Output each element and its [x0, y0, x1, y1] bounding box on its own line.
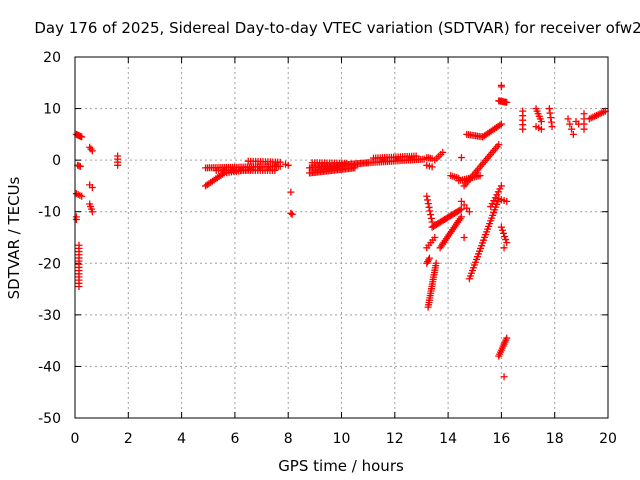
data-point [276, 158, 284, 166]
data-point [537, 125, 545, 133]
data-point [456, 206, 464, 214]
data-point [88, 147, 96, 155]
x-axis-label: GPS time / hours [278, 457, 404, 475]
x-tick-label: 12 [386, 431, 404, 447]
data-point [78, 133, 86, 141]
data-point [476, 172, 484, 180]
data-point [88, 183, 96, 191]
data-point [427, 214, 435, 222]
data-point [457, 205, 465, 213]
data-point [495, 141, 503, 149]
x-tick-label: 16 [492, 431, 510, 447]
data-point [75, 282, 83, 290]
data-point [425, 203, 433, 211]
plot-frame [74, 56, 609, 419]
x-tick-labels: 0 2 4 6 8 10 12 14 16 18 20 [71, 431, 617, 447]
y-tick-label: -20 [38, 256, 61, 272]
y-tick-label: -40 [38, 359, 61, 375]
data-point [351, 164, 359, 172]
x-tick-label: 20 [599, 431, 617, 447]
data-point [424, 200, 432, 208]
data-point [425, 256, 433, 264]
data-point [497, 83, 505, 91]
x-tick-label: 2 [124, 431, 133, 447]
data-point [114, 161, 122, 169]
x-tick-label: 10 [333, 431, 351, 447]
data-point [503, 197, 511, 205]
data-point [72, 215, 80, 223]
x-tick-label: 4 [177, 431, 186, 447]
data-point [501, 232, 509, 240]
data-point [497, 223, 505, 231]
data-point [457, 213, 465, 221]
data-point [569, 130, 577, 138]
data-point [500, 373, 508, 381]
data-point [502, 236, 510, 244]
data-point [497, 182, 505, 190]
data-point [412, 152, 420, 160]
data-point [497, 120, 505, 128]
data-point [547, 114, 555, 122]
data-point [284, 161, 292, 169]
data-point [500, 244, 508, 252]
y-tick-label: -10 [38, 205, 61, 221]
chart-title: Day 176 of 2025, Sidereal Day-to-day VTE… [34, 19, 640, 37]
data-point [503, 98, 511, 106]
x-tick-label: 14 [439, 431, 457, 447]
y-tick-label: -50 [38, 411, 61, 427]
y-tick-label: 20 [43, 50, 61, 66]
data-point [580, 125, 588, 133]
data-point [287, 188, 295, 196]
data-point [503, 334, 511, 342]
y-tick-label: -30 [38, 308, 61, 324]
data-point [288, 210, 296, 218]
data-point [537, 117, 545, 125]
data-point [287, 209, 295, 217]
data-point [426, 207, 434, 215]
grid [75, 57, 608, 418]
data-point [547, 118, 555, 126]
data-point [425, 254, 433, 262]
x-tick-label: 6 [230, 431, 239, 447]
x-tick-label: 8 [284, 431, 293, 447]
data-points [72, 81, 609, 381]
data-point [432, 259, 440, 267]
data-point [503, 239, 511, 247]
data-point [439, 148, 447, 156]
x-tick-label: 0 [71, 431, 80, 447]
data-point [545, 105, 553, 113]
y-tick-labels: -50 -40 -30 -20 -10 0 10 20 [38, 50, 61, 427]
data-point [460, 234, 468, 241]
data-point [424, 196, 432, 204]
data-point [500, 229, 508, 237]
data-point [568, 125, 576, 133]
y-tick-label: 0 [52, 153, 61, 169]
data-point [88, 208, 96, 216]
data-point [546, 109, 554, 117]
x-tick-label: 18 [546, 431, 564, 447]
data-point [423, 192, 431, 200]
y-tick-label: 10 [43, 102, 61, 118]
data-point [465, 208, 473, 216]
data-point [431, 234, 439, 241]
data-point [428, 163, 436, 171]
y-axis-label: SDTVAR / TECUs [5, 176, 23, 299]
data-point [457, 154, 465, 162]
data-point [271, 166, 279, 174]
data-point [566, 120, 574, 128]
data-point [74, 191, 82, 199]
data-point [498, 226, 506, 234]
data-point [76, 191, 84, 199]
data-point [548, 123, 556, 131]
data-point [76, 162, 84, 170]
data-point [427, 211, 435, 219]
data-point [343, 159, 351, 167]
data-point [564, 115, 572, 123]
data-point [424, 258, 432, 266]
data-point [78, 192, 86, 200]
data-point [519, 125, 527, 133]
